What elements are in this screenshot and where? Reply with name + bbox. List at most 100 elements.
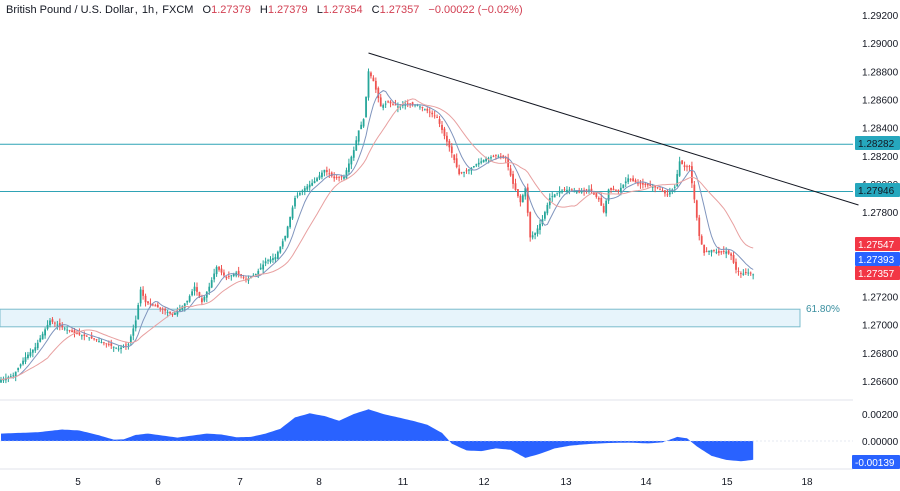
candle-body (321, 172, 323, 178)
candle-body (607, 189, 610, 201)
candle-body (605, 200, 608, 214)
candle-body (556, 192, 559, 194)
candle-body (61, 325, 64, 328)
candle-body (646, 183, 649, 186)
candle-body (463, 172, 465, 174)
candle-body (370, 72, 372, 77)
candle-body (485, 158, 487, 162)
price-label-bg (855, 136, 900, 150)
candle-body (85, 335, 88, 337)
x-tick-label: 18 (801, 477, 813, 488)
candle-body (600, 197, 603, 206)
y-tick-label: 1.29000 (862, 39, 899, 50)
candle-body (76, 332, 78, 334)
candle-body (524, 188, 527, 197)
candle-body (357, 130, 360, 142)
candle-body (448, 140, 451, 148)
candle-body (737, 271, 740, 272)
x-tick-label: 11 (398, 477, 409, 488)
candle-body (362, 119, 365, 127)
trendline[interactable] (368, 52, 859, 206)
candle-body (46, 324, 49, 329)
x-tick-label: 15 (721, 477, 733, 488)
candle-body (450, 146, 453, 153)
candle-body (423, 109, 426, 111)
candle-body (715, 251, 718, 253)
candle-body (188, 296, 191, 302)
low-label: L (316, 4, 323, 16)
candle-body (468, 169, 470, 171)
candle-body (311, 182, 314, 186)
y-tick-label: 1.28800 (862, 67, 899, 78)
candle-body (480, 161, 483, 163)
candle-body (725, 251, 728, 254)
candle-body (110, 343, 113, 346)
price-label-bg (855, 237, 900, 251)
timeframe[interactable]: 1h (141, 4, 155, 16)
candle-body (558, 190, 561, 194)
osc-last-label: -0.00139 (855, 458, 895, 469)
fib-label: 61.80% (806, 304, 840, 315)
candle-body (519, 195, 522, 203)
candle-body (428, 111, 431, 113)
open-value: 1.27379 (211, 4, 251, 16)
low-value: 1.27354 (322, 4, 363, 16)
osc-y-tick-label: 0.00000 (862, 437, 899, 448)
candle-body (499, 156, 502, 158)
fast-ma-line (0, 90, 754, 381)
candle-body (732, 254, 735, 263)
candle-body (477, 162, 480, 165)
candle-body (328, 173, 331, 175)
candle-body (115, 347, 118, 349)
candle-body (269, 259, 272, 262)
candle-body (668, 192, 671, 195)
candle-body (132, 328, 135, 336)
candle-body (24, 357, 27, 362)
slow-ma-line (0, 98, 754, 381)
candle-body (262, 264, 265, 270)
candle-body (365, 96, 367, 118)
candle-body (676, 174, 679, 187)
y-tick-label: 1.26800 (862, 349, 899, 360)
candle-body (127, 344, 130, 346)
candle-body (223, 272, 225, 276)
candle-body (152, 304, 154, 306)
candle-body (134, 320, 137, 329)
symbol-name[interactable]: British Pound / U.S. Dollar (6, 4, 134, 16)
candle-body (593, 191, 595, 195)
candle-body (313, 181, 316, 184)
candle-body (622, 184, 625, 189)
candle-body (438, 119, 441, 124)
candle-body (497, 156, 500, 158)
candle-body (433, 115, 436, 117)
candle-body (213, 273, 216, 280)
candle-body (683, 165, 686, 168)
candle-body (343, 176, 345, 179)
candle-body (139, 289, 142, 304)
candle-body (276, 251, 279, 259)
price-label-bg (855, 252, 900, 266)
candle-body (526, 187, 529, 213)
candle-body (588, 189, 590, 191)
price-label-bg (855, 266, 900, 280)
candle-body (198, 292, 201, 298)
candle-body (171, 313, 174, 315)
osc-y-tick-label: 0.00200 (862, 410, 899, 421)
candle-body (578, 190, 581, 193)
candle-body (0, 379, 2, 383)
price-label: 1.27393 (858, 255, 895, 266)
candle-body (637, 183, 639, 185)
candle-body (161, 308, 164, 310)
candle-body (619, 187, 622, 191)
candle-body (551, 196, 554, 198)
candle-body (112, 346, 115, 348)
x-tick-label: 5 (75, 477, 81, 488)
x-tick-label: 7 (237, 477, 243, 488)
candle-body (453, 154, 456, 160)
price-label: 1.28282 (858, 139, 895, 150)
candle-body (681, 160, 683, 165)
candle-body (708, 251, 710, 253)
candle-body (389, 101, 392, 104)
candle-body (264, 261, 267, 264)
